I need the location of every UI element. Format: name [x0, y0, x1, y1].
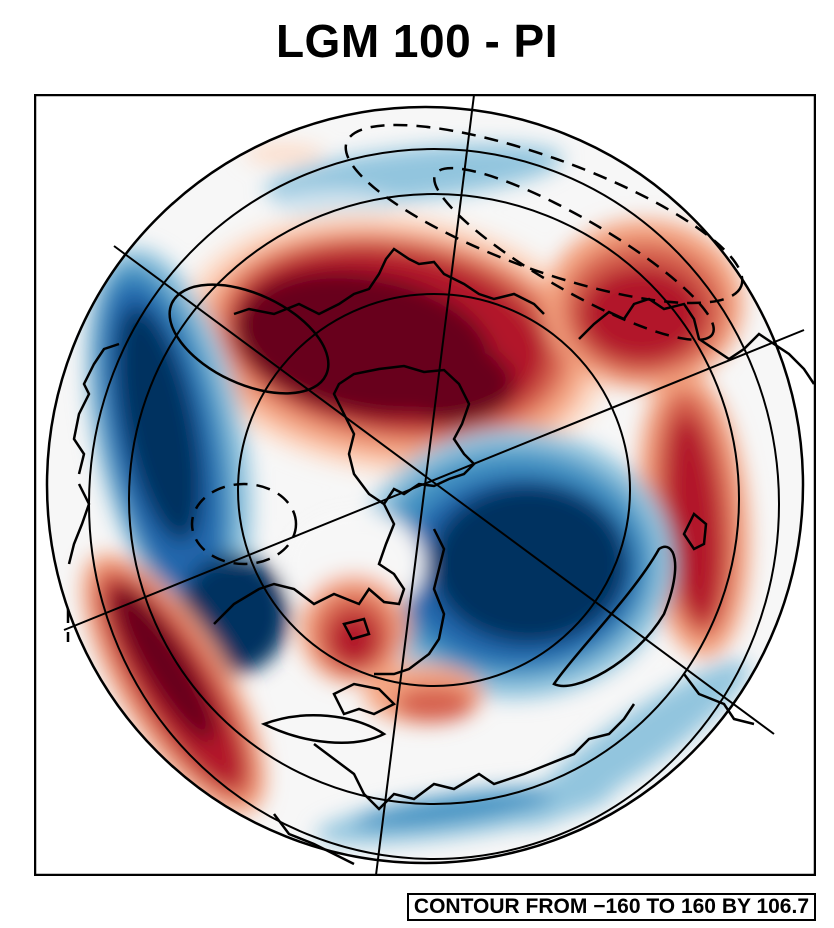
coastline-mexico — [273, 813, 355, 866]
latitude-circle-inner — [237, 293, 631, 687]
map-title: LGM 100 - PI — [275, 15, 559, 67]
red-anomaly-central-core-east — [394, 344, 514, 424]
coastline-island-south — [332, 682, 397, 716]
blue-anomaly-top-small — [274, 190, 394, 218]
blue-anomaly-east-core — [431, 484, 627, 644]
coastline-north-america-east — [213, 503, 406, 625]
blue-anomaly-top — [264, 143, 564, 205]
meridian-diagonal — [113, 245, 775, 735]
contour-info-label: CONTOUR FROM −160 TO 160 BY 106.7 — [406, 893, 816, 921]
coastline-iberia — [67, 483, 91, 565]
coastlines — [67, 247, 816, 866]
dashed-contour-west — [190, 482, 298, 566]
red-anomaly-northeast — [580, 266, 704, 362]
solid-contour-northwest — [168, 283, 330, 395]
red-anomaly-top-left — [244, 144, 324, 164]
solid-contour-east — [552, 545, 677, 688]
latitude-circle-middle — [128, 193, 740, 805]
globe-boundary — [45, 105, 805, 865]
coastline-north-america-pacific — [313, 703, 636, 811]
coastline-europe-west — [72, 342, 120, 475]
blue-band-west-core — [115, 306, 203, 542]
coastline-kamchatka — [682, 512, 708, 551]
red-anomaly-pacific — [394, 686, 474, 722]
coastline-siberia-east — [578, 297, 816, 385]
red-band-southwest-core — [112, 586, 216, 742]
blue-ring-south — [354, 789, 554, 829]
dashed-contour-north-outer — [344, 123, 744, 305]
coastline-hudson — [374, 528, 446, 676]
dashed-contour-north-inner — [433, 166, 715, 342]
solid-contours — [168, 283, 677, 744]
dashed-contours — [66, 123, 744, 642]
meridian-diagonal-2 — [63, 329, 805, 631]
solid-contour-south — [260, 714, 387, 744]
coastline-alaska — [683, 673, 755, 726]
coastline-eurasia-north — [233, 247, 545, 316]
coastline-island-small — [342, 617, 371, 641]
red-band-east — [666, 414, 722, 624]
polar-map — [34, 94, 816, 876]
coastline-greenland — [332, 364, 476, 506]
